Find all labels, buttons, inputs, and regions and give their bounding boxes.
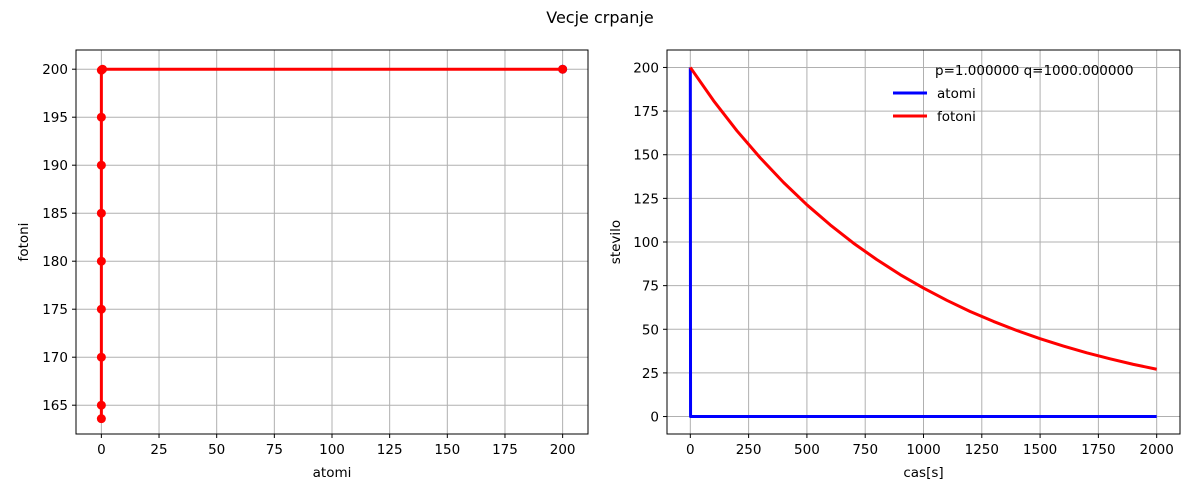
y-tick-label: 100 xyxy=(633,235,659,251)
x-tick-label: 150 xyxy=(434,442,460,458)
x-tick-label: 175 xyxy=(492,442,518,458)
data-point xyxy=(96,256,106,266)
right-plot-ticks: 0 250 500 750 1000 1250 1500 1750 2000 0 25 50 75 100… xyxy=(633,60,1174,458)
y-tick-label: 200 xyxy=(42,62,68,78)
x-tick-label: 750 xyxy=(852,442,878,458)
right-plot-grid xyxy=(667,50,1180,434)
data-point xyxy=(96,160,106,170)
y-tick-label: 125 xyxy=(633,191,659,207)
left-y-axis-label: fotoni xyxy=(16,223,32,262)
data-point xyxy=(96,400,106,410)
data-point xyxy=(96,352,106,362)
series-1 xyxy=(689,66,1157,371)
left-plot: 0 25 50 75 100 125 150 175 200 165 170 175 180 185 190… xyxy=(16,49,589,481)
y-tick-label: 175 xyxy=(633,104,659,120)
left-plot-series xyxy=(96,64,568,424)
right-plot-legend: p=1.000000 q=1000.000000 atomi fotoni xyxy=(893,63,1134,125)
series-line xyxy=(688,67,1157,419)
left-plot-ticks: 0 25 50 75 100 125 150 175 200 165 170 175 180 185 190… xyxy=(42,62,575,458)
legend-label-atomi: atomi xyxy=(937,86,976,102)
x-tick-label: 1750 xyxy=(1081,442,1115,458)
y-tick-label: 185 xyxy=(42,206,68,222)
x-tick-label: 2000 xyxy=(1140,442,1174,458)
y-tick-label: 200 xyxy=(633,60,659,76)
x-tick-label: 200 xyxy=(550,442,576,458)
x-tick-label: 0 xyxy=(97,442,106,458)
x-tick-label: 0 xyxy=(686,442,695,458)
y-tick-label: 50 xyxy=(642,322,659,338)
y-tick-label: 75 xyxy=(642,279,659,295)
x-tick-label: 75 xyxy=(266,442,283,458)
x-tick-label: 50 xyxy=(208,442,225,458)
left-plot-grid xyxy=(76,50,588,434)
x-tick-label: 25 xyxy=(150,442,167,458)
y-tick-label: 0 xyxy=(650,410,659,426)
right-x-axis-label: cas[s] xyxy=(903,465,943,481)
y-tick-label: 190 xyxy=(42,158,68,174)
x-tick-label: 500 xyxy=(794,442,820,458)
y-tick-label: 150 xyxy=(633,148,659,164)
x-tick-label: 250 xyxy=(736,442,762,458)
series-line xyxy=(689,66,1157,371)
right-y-axis-label: stevilo xyxy=(608,220,624,264)
x-tick-label: 125 xyxy=(377,442,403,458)
x-tick-label: 1500 xyxy=(1023,442,1057,458)
data-point xyxy=(96,65,106,75)
legend-label-fotoni: fotoni xyxy=(937,109,976,125)
legend-title: p=1.000000 q=1000.000000 xyxy=(935,63,1134,79)
y-tick-label: 25 xyxy=(642,366,659,382)
data-point xyxy=(96,112,106,122)
x-tick-label: 1250 xyxy=(965,442,999,458)
figure-title: Vecje crpanje xyxy=(546,8,653,27)
y-tick-label: 170 xyxy=(42,350,68,366)
y-tick-label: 180 xyxy=(42,254,68,270)
right-plot: 0 250 500 750 1000 1250 1500 1750 2000 0 25 50 75 100… xyxy=(608,49,1181,481)
y-tick-label: 175 xyxy=(42,302,68,318)
left-x-axis-label: atomi xyxy=(313,465,352,481)
series-0 xyxy=(688,67,1157,419)
y-tick-label: 165 xyxy=(42,398,68,414)
x-tick-label: 1000 xyxy=(906,442,940,458)
data-point xyxy=(96,208,106,218)
series-1 xyxy=(96,64,568,424)
x-tick-label: 100 xyxy=(319,442,345,458)
data-point xyxy=(558,64,568,74)
data-point xyxy=(96,414,106,424)
right-plot-series xyxy=(688,66,1157,419)
y-tick-label: 195 xyxy=(42,110,68,126)
data-point xyxy=(96,304,106,314)
